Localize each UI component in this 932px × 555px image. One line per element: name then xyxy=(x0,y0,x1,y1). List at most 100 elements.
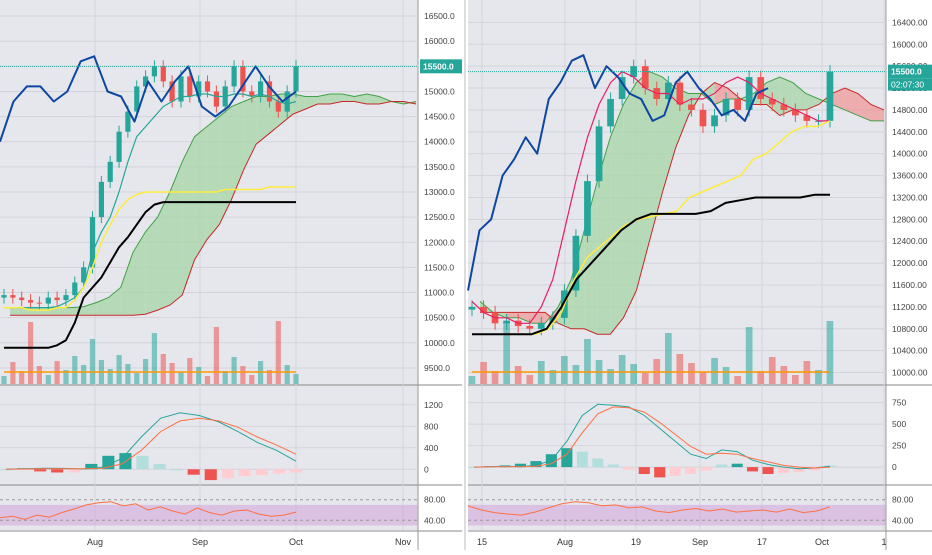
right-candle-body xyxy=(584,181,591,236)
right-rsi-band xyxy=(468,504,886,526)
right-macd-histogram-bar xyxy=(731,463,743,468)
left-candle-body xyxy=(275,101,281,112)
right-price-tick-label: 12800.00 xyxy=(892,214,928,224)
left-volume-bar xyxy=(240,366,246,384)
right-volume-bar xyxy=(468,376,476,384)
right-candle-body xyxy=(780,104,788,110)
right-candle-body xyxy=(826,71,834,121)
left-ichimoku-cloud-segment xyxy=(96,297,109,316)
right-volume-bar xyxy=(491,371,499,384)
right-macd-histogram-bar xyxy=(700,467,712,471)
right-macd-histogram-bar xyxy=(654,467,666,478)
right-macd-tick-label: 0 xyxy=(892,462,897,472)
right-macd-histogram-bar xyxy=(623,467,635,470)
left-macd-histogram-bar xyxy=(272,469,285,474)
right-candle-body xyxy=(595,126,603,182)
left-candle-body xyxy=(81,267,87,283)
right-macd-histogram-bar xyxy=(607,464,619,468)
right-candle-body xyxy=(676,82,684,105)
left-candle-body xyxy=(89,217,96,268)
left-ichimoku-cloud-segment xyxy=(194,126,207,260)
right-black-ma-line xyxy=(472,193,830,336)
left-macd-histogram-bar xyxy=(204,469,217,481)
right-cloud-edge-b xyxy=(480,82,885,335)
right-plot-background xyxy=(468,0,886,530)
right-price-tick-label: 12000.00 xyxy=(892,258,928,268)
left-candle-body xyxy=(284,91,290,112)
left-yellow-ma-line xyxy=(4,186,296,311)
left-rsi-band xyxy=(0,504,418,526)
right-ichimoku-cloud-segment xyxy=(857,93,871,121)
right-ichimoku-cloud-segment xyxy=(662,77,676,192)
left-volume-bar xyxy=(116,355,122,384)
right-volume-bar xyxy=(815,370,822,384)
right-candle-body xyxy=(757,77,765,99)
left-candle-body xyxy=(98,181,104,218)
right-ichimoku-cloud-segment xyxy=(519,312,533,324)
left-price-tag-box xyxy=(420,59,464,74)
right-macd-tick-label: 250 xyxy=(892,441,906,451)
left-candle-body xyxy=(178,76,184,102)
left-candle-body xyxy=(10,295,16,298)
right-blue-ma-line xyxy=(467,54,769,291)
right-price-tick-label: 13200.00 xyxy=(892,192,928,202)
left-macd-histogram-bar xyxy=(255,469,268,476)
right-macd-histogram-bar xyxy=(793,467,805,473)
left-candle-body xyxy=(204,81,211,92)
left-price-tick-label: 16000.0 xyxy=(424,36,455,46)
right-price-tick-label: 13600.00 xyxy=(892,171,928,181)
right-candle-body xyxy=(607,99,614,127)
right-candle-body xyxy=(768,99,776,105)
right-volume-bar xyxy=(630,364,637,384)
right-x-tick-label: Sep xyxy=(692,537,708,547)
left-ichimoku-cloud-segment xyxy=(219,106,232,225)
left-signal-line xyxy=(5,417,297,470)
right-price-tick-label: 11200.00 xyxy=(892,302,927,312)
left-candle-body xyxy=(116,131,122,162)
left-candle-body xyxy=(45,297,51,304)
right-price-tick-label: 12400.00 xyxy=(892,236,928,246)
right-candle-body xyxy=(572,235,580,291)
left-x-tick-label: Aug xyxy=(87,537,103,547)
left-candle-body xyxy=(107,161,113,182)
left-macd-tick-label: 0 xyxy=(424,464,429,474)
left-macd-histogram-bar xyxy=(85,463,98,470)
left-candle-body xyxy=(213,91,219,107)
right-macd-histogram-bar xyxy=(561,448,573,468)
right-price-tag-label: 15500.0 xyxy=(891,67,922,77)
left-volume-bar xyxy=(36,366,42,384)
left-ichimoku-cloud-segment xyxy=(108,287,121,316)
right-volume-bar xyxy=(699,372,707,384)
right-candle-body xyxy=(468,306,476,310)
left-volume-bar xyxy=(213,327,219,384)
left-ichimoku-cloud-segment xyxy=(243,96,257,170)
right-price-tick-label: 10000.00 xyxy=(892,368,928,378)
left-volume-bar xyxy=(222,371,228,384)
right-volume-bar xyxy=(722,367,730,384)
left-price-tick-label: 16500.0 xyxy=(424,11,455,21)
left-ichimoku-cloud-segment xyxy=(182,136,195,296)
left-volume-bar xyxy=(19,371,25,384)
left-price-tick-label: 12000.0 xyxy=(424,237,455,247)
right-price-tick-label: 16400.00 xyxy=(892,17,928,27)
right-x-tick-label: Aug xyxy=(557,537,573,547)
left-ichimoku-cloud-segment xyxy=(157,192,170,311)
left-macd-histogram-bar xyxy=(34,469,47,472)
left-volume-bar xyxy=(45,375,51,384)
left-candle-body xyxy=(240,66,246,92)
right-x-tick-label: 1 xyxy=(881,537,886,547)
right-macd-tick-label: 750 xyxy=(892,398,906,408)
left-macd-histogram-bar xyxy=(68,469,81,473)
right-macd-histogram-bar xyxy=(809,467,821,471)
left-plot-background xyxy=(0,0,418,530)
left-price-tick-label: 12500.0 xyxy=(424,212,455,222)
right-candle-body xyxy=(665,82,672,99)
right-candle-body xyxy=(699,109,707,127)
left-ichimoku-cloud-segment xyxy=(231,101,244,200)
left-macd-histogram-bar xyxy=(221,469,234,479)
right-volume-bar xyxy=(676,354,684,384)
left-price-tick-label: 11000.0 xyxy=(424,288,454,298)
right-candle-body xyxy=(711,115,718,127)
